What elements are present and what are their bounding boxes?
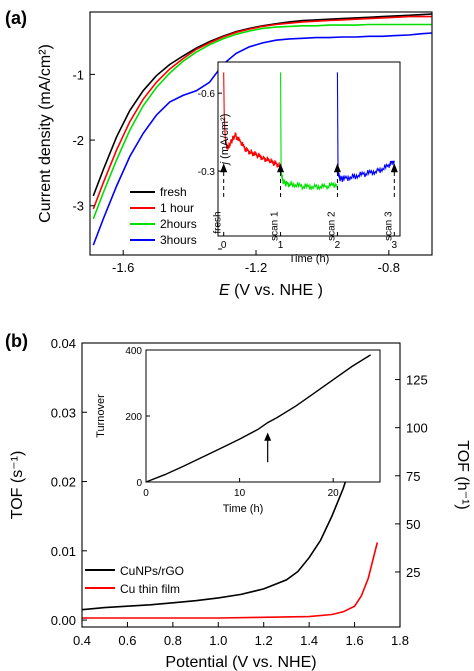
panel-b-inset-x-label: Time (h)	[223, 503, 264, 515]
panel-a-plot-frame	[89, 11, 433, 256]
inset-y-tick-label: -0.6	[198, 89, 216, 100]
inset-b-series-line	[145, 354, 371, 483]
right-y-tick-label: 50	[406, 517, 420, 532]
panel-a-inset-x-label: Time (h)	[289, 253, 330, 265]
panel-a-x-axis-unit: (V vs. NHE )	[230, 282, 323, 299]
right-y-tick-label: 100	[406, 421, 428, 436]
annotation-arrow-head	[390, 163, 398, 173]
series-line-CuNPs-rGO	[81, 380, 379, 611]
inset-x-tick-label: 1	[278, 240, 284, 251]
panel-a-x-axis-variable: E	[219, 282, 230, 299]
inset-x-tick-label: 20	[328, 488, 340, 499]
legend-label-1-hour: 1 hour	[160, 201, 194, 215]
annotation-arrow-head	[333, 163, 341, 173]
x-tick-label: -0.8	[378, 260, 400, 275]
panel-b-left-y-axis-label: TOF (s⁻¹)	[9, 451, 26, 520]
legend-label-cunps-rgo: CuNPs/rGO	[120, 564, 184, 578]
x-tick-label: 1.4	[300, 633, 318, 648]
inset-b-arrow-head	[264, 432, 272, 441]
panel-a-legend: fresh 1 hour 2hours 3hours	[130, 185, 197, 247]
series-line-3hours	[92, 32, 433, 246]
x-tick-label: -1.2	[245, 260, 267, 275]
annotation-arrow-head	[220, 163, 228, 173]
legend-label-cu-thin-film: Cu thin film	[120, 582, 180, 596]
y-tick-label: -2	[72, 133, 84, 148]
right-y-tick-label: 125	[406, 373, 428, 388]
inset-a-series-line-0	[223, 72, 281, 168]
panel-a-inset-frame	[217, 61, 401, 237]
x-tick-label: 0.4	[73, 633, 91, 648]
panel-b-inset-y-label: Turnover	[95, 394, 107, 438]
y-tick-label: 0.02	[51, 475, 76, 490]
y-tick-label: -1	[72, 67, 84, 82]
legend-label-fresh: fresh	[160, 185, 187, 199]
x-tick-label: 1.8	[391, 633, 409, 648]
panel-a-inset-annotations: fresh scan 1 scan 2 scan 3	[213, 163, 398, 241]
inset-y-tick-label: -0.3	[198, 167, 216, 178]
y-tick-label: 0.01	[51, 544, 76, 559]
inset-y-tick-label: 200	[125, 412, 142, 423]
panel-b-right-y-axis-label: TOF (h⁻¹)	[454, 440, 471, 509]
inset-x-tick-label: 2	[335, 240, 341, 251]
series-line-1-hour	[92, 15, 432, 210]
panel-a-y-axis-label: Current density (mA/cm²)	[37, 44, 54, 223]
annotation-label: scan 1	[270, 211, 281, 241]
y-tick-label: 0.00	[51, 613, 76, 628]
x-tick-label: 0.8	[164, 633, 182, 648]
right-y-tick-label: 25	[406, 565, 420, 580]
panel-a-inset-series	[223, 72, 395, 191]
inset-a-series-line-1	[280, 72, 338, 191]
panel-b-inset-series	[145, 354, 371, 483]
right-y-tick-label: 75	[406, 469, 420, 484]
inset-x-tick-label: 0	[221, 240, 227, 251]
panel-b-inset-frame	[145, 349, 381, 483]
panel-b-plot-frame	[81, 342, 401, 628]
x-tick-label: 1.6	[346, 633, 364, 648]
panel-a-inset-y-label: j (mA/cm²)	[219, 114, 231, 167]
panel-a-inset-y-unit: (mA/cm²)	[219, 114, 231, 162]
panel-b-ticks: 0.4 0.6 0.8 1.0 1.2 1.4 1.6 1.8 0.00 0.01 0.02 0.03…	[51, 336, 428, 648]
panel-a-ticks: -1.6 -1.2 -0.8 -1 -2 -3	[72, 67, 400, 275]
annotation-arrow-head	[277, 163, 285, 173]
panel-a-label: (a)	[5, 8, 27, 28]
legend-label-2hours: 2hours	[160, 217, 197, 231]
x-tick-label: 1.0	[209, 633, 227, 648]
panel-a-series	[92, 13, 433, 246]
panel-a-inset-y-variable: j	[219, 161, 231, 166]
annotation-label: scan 3	[383, 211, 394, 241]
inset-x-tick-label: 3	[392, 240, 398, 251]
inset-x-tick-label: 0	[143, 488, 149, 499]
y-tick-label: 0.03	[51, 405, 76, 420]
inset-x-tick-label: 10	[234, 488, 246, 499]
x-tick-label: 1.2	[255, 633, 273, 648]
series-line-2hours	[92, 23, 432, 220]
panel-b-legend: CuNPs/rGO Cu thin film	[85, 564, 184, 596]
x-tick-label: 0.6	[118, 633, 136, 648]
panel-a-x-axis-label: E (V vs. NHE )	[219, 282, 323, 299]
inset-a-series-line-2	[336, 72, 395, 183]
panel-b-series	[81, 380, 379, 619]
y-tick-label: 0.04	[51, 336, 76, 351]
panel-a-inset-ticks: 0 1 2 3 -0.6 -0.3	[198, 89, 398, 251]
y-tick-label: -3	[72, 199, 84, 214]
panel-b-label: (b)	[5, 331, 28, 351]
annotation-label: fresh	[213, 211, 224, 233]
inset-y-tick-label: 0	[136, 478, 142, 489]
legend-label-3hours: 3hours	[160, 233, 197, 247]
inset-y-tick-label: 400	[125, 346, 142, 357]
series-line-Cu-thin-film	[82, 542, 379, 619]
x-tick-label: -1.6	[112, 260, 134, 275]
annotation-label: scan 2	[326, 211, 337, 241]
panel-b-x-axis-label: Potential (V vs. NHE)	[165, 654, 316, 671]
